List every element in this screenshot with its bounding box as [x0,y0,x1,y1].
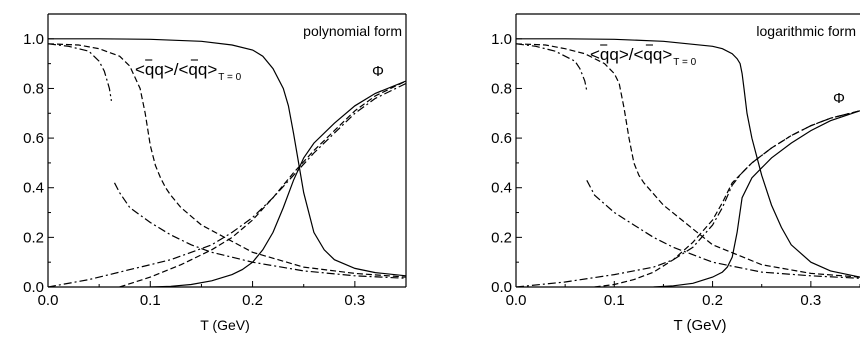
x-tick-label: 0.2 [702,292,723,309]
y-tick-label: 0.8 [491,80,512,97]
y-tick-label: 0.6 [23,130,44,147]
y-tick-label: 1.0 [491,31,512,48]
series-line-dashdot-5 [113,182,406,279]
series-line-dashdot-4 [516,43,588,92]
panel-polynomial: 0.0 0.1 0.2 0.3 0.0 0.2 0.4 0.6 0.8 1.0 T (GeV) pol… [23,13,407,333]
condensate-label: <qq>/<qq> [135,60,217,79]
y-tick-label: 0.8 [23,80,44,97]
series-line-dashdot-6 [48,82,406,287]
phi-label: Φ [833,90,845,107]
y-tick-label: 0.4 [491,180,512,197]
series-line-dashed-2 [516,43,860,278]
x-tick-label: 0.0 [506,292,527,309]
curves [48,38,406,287]
y-tick-label: 1.0 [23,31,44,48]
x-tick-label: 0.3 [800,292,821,309]
phi-label: Φ [372,63,384,80]
series-line-solid-1 [150,80,406,287]
x-tick-label: 0.3 [344,292,365,309]
x-tick-label: 0.2 [242,292,263,309]
series-line-dashed-3 [119,80,406,287]
condensate-subscript: T = 0 [218,72,241,83]
series-line-solid-1 [653,110,860,287]
condensate-subscript: T = 0 [673,57,696,68]
y-tick-label: 0.0 [491,279,512,296]
x-axis-label: T (GeV) [673,317,726,334]
y-tick-label: 0.2 [491,229,512,246]
y-tick-label: 0.6 [491,130,512,147]
x-tick-label: 0.1 [140,292,161,309]
series-line-dashdot-5 [586,180,860,279]
chart-title: polynomial form [303,23,402,39]
panel-logarithmic: 0.0 0.1 0.2 0.3 0.0 0.2 0.4 0.6 0.8 1.0 T (GeV) log… [491,13,860,334]
condensate-label: <qq>/<qq> [590,45,672,64]
x-tick-label: 0.1 [604,292,625,309]
chart-title: logarithmic form [756,23,856,39]
curves [516,38,860,287]
series-line-dashdot-4 [48,43,112,101]
series-line-solid-0 [48,38,406,277]
x-tick-label: 0.0 [38,292,59,309]
x-axis-label: T (GeV) [200,317,250,333]
y-tick-label: 0.2 [23,229,44,246]
y-tick-label: 0.4 [23,180,44,197]
series-line-dashed-2 [48,43,406,278]
series-line-dashed-3 [594,110,860,287]
series-line-dashdot-6 [516,110,860,287]
series-line-solid-0 [516,38,860,278]
y-tick-label: 0.0 [23,279,44,296]
